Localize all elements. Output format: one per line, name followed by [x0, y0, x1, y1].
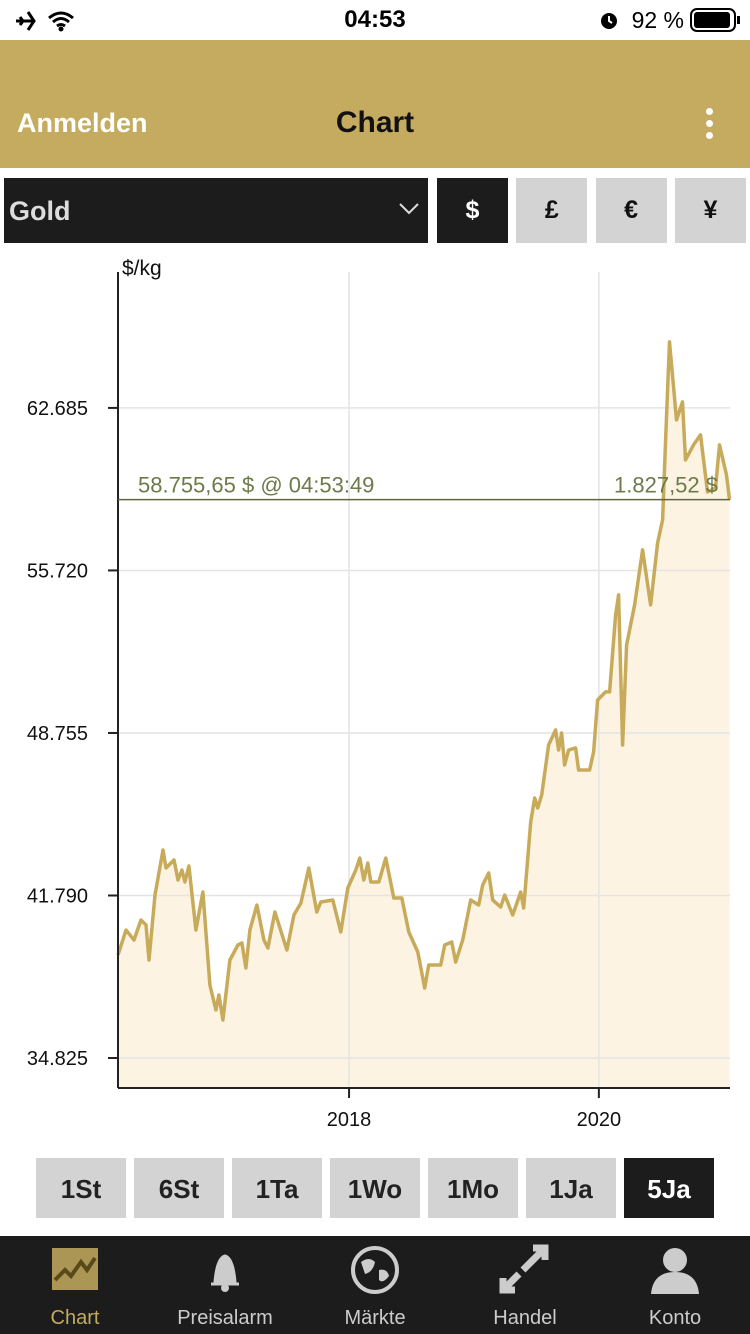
tab-item[interactable]: Chart: [0, 1236, 150, 1334]
chart: $/kg 34.825 41.790 48.755 55.720 62.685 2018 20…: [27, 257, 732, 1131]
tab-label: Handel: [493, 1307, 557, 1329]
y-axis-label: $/kg: [122, 257, 162, 280]
clock: 04:53: [344, 6, 406, 33]
login-button[interactable]: Anmelden: [17, 108, 148, 138]
status-bar: 04:53 92 %: [0, 0, 750, 40]
tab-icon: [52, 1248, 98, 1290]
x-tick-label: 2018: [327, 1109, 372, 1131]
tab-item[interactable]: Konto: [600, 1236, 750, 1334]
metal-label: Gold: [9, 196, 71, 226]
currency-button[interactable]: ¥: [674, 178, 746, 243]
metal-dropdown[interactable]: Gold: [4, 178, 428, 243]
nav-title: Chart: [335, 106, 415, 139]
period-button[interactable]: 1Ja: [526, 1158, 616, 1218]
period-button[interactable]: 6St: [134, 1158, 224, 1218]
battery-icon: [690, 8, 740, 32]
tab-item[interactable]: Märkte: [300, 1236, 450, 1334]
reference-secondary-label: 1.827,52 $: [614, 473, 718, 498]
tab-item[interactable]: Handel: [450, 1236, 600, 1334]
tab-label: Chart: [50, 1307, 100, 1329]
period-button[interactable]: 5Ja: [624, 1158, 714, 1218]
y-tick-label: 48.755: [27, 723, 88, 745]
nav-bar: Anmelden Chart: [0, 40, 750, 168]
period-button[interactable]: 1Ta: [232, 1158, 322, 1218]
tab-item[interactable]: Preisalarm: [150, 1236, 300, 1334]
tab-icon: [499, 1244, 549, 1294]
currency-button[interactable]: €: [595, 178, 667, 243]
tab-label: Konto: [648, 1307, 702, 1329]
tab-label: Märkte: [344, 1307, 406, 1329]
menu-button[interactable]: [706, 108, 714, 144]
tab-label: Preisalarm: [177, 1307, 273, 1329]
y-tick-label: 62.685: [27, 398, 88, 420]
alarm-icon: [601, 13, 617, 29]
reference-label: 58.755,65 $ @ 04:53:49: [138, 473, 374, 498]
tab-bar: Chart Preisalarm Märkte Handel Konto: [0, 1236, 750, 1334]
status-icons: [16, 11, 74, 32]
battery-text: 92 %: [631, 7, 684, 33]
period-button[interactable]: 1Mo: [428, 1158, 518, 1218]
currency-button[interactable]: £: [516, 178, 588, 243]
y-tick-label: 55.720: [27, 560, 88, 582]
price-line: [116, 340, 732, 1022]
chevron: [399, 203, 419, 215]
y-tick-label: 41.790: [27, 885, 88, 907]
currency-button[interactable]: $: [437, 178, 508, 243]
tab-icon: [211, 1254, 239, 1292]
tab-icon: [651, 1248, 699, 1294]
area: [118, 341, 730, 1088]
period-button[interactable]: 1St: [36, 1158, 126, 1218]
x-tick-label: 2020: [577, 1109, 622, 1131]
tab-icon: [351, 1246, 399, 1294]
y-tick-label: 34.825: [27, 1048, 88, 1070]
period-button[interactable]: 1Wo: [330, 1158, 420, 1218]
